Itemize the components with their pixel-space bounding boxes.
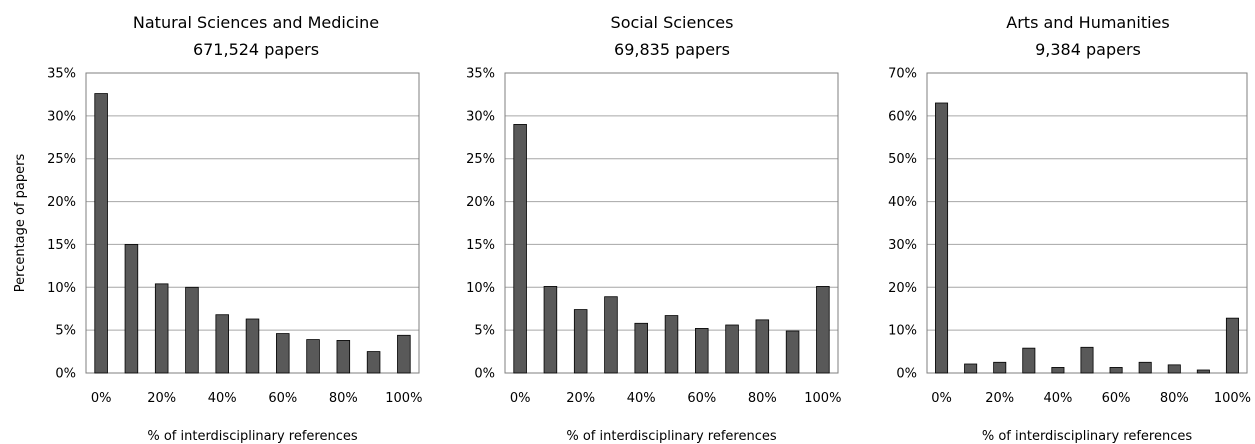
chart-title: Social Sciences [611, 13, 734, 32]
x-tick-label: 100% [804, 391, 841, 406]
chart-subtitle: 671,524 papers [193, 40, 319, 59]
bar-40pct [634, 322, 648, 374]
y-tick-label: 50% [888, 152, 917, 167]
y-tick-label: 40% [888, 195, 917, 210]
y-tick-label: 20% [47, 195, 76, 210]
x-tick-label: 20% [566, 391, 595, 406]
x-tick-label: 0% [510, 391, 531, 406]
bar-30pct [604, 296, 618, 374]
x-tick-label: 80% [748, 391, 777, 406]
bar-20pct [573, 309, 588, 374]
bar-100pct [397, 334, 411, 374]
y-tick-label: 25% [47, 152, 76, 167]
x-tick-label: 60% [687, 391, 716, 406]
bar-80pct [755, 319, 770, 374]
y-tick-label: 30% [47, 109, 76, 124]
y-tick-label: 25% [466, 152, 495, 167]
x-axis-label: % of interdisciplinary references [147, 429, 358, 444]
bar-90pct [785, 330, 800, 374]
bar-70pct [725, 324, 739, 374]
bar-0pct [935, 102, 949, 374]
bar-100pct [1225, 317, 1239, 374]
bar-30pct [185, 286, 199, 374]
bar-0pct [513, 124, 527, 374]
y-tick-label: 70% [888, 67, 917, 82]
y-tick-label: 10% [47, 281, 76, 296]
x-axis-label: % of interdisciplinary references [982, 429, 1193, 444]
bar-0pct [94, 93, 108, 374]
y-tick-label: 15% [47, 238, 76, 253]
y-tick-label: 30% [888, 238, 917, 253]
bar-60pct [276, 333, 290, 374]
charts-container: 0% 5% 10% 15% 20% 25% 30% 35% 0% 20% 40% 60% 80% 100%… [13, 13, 1251, 444]
x-tick-label: 0% [91, 391, 112, 406]
x-tick-label: 40% [627, 391, 656, 406]
bar-90pct [1196, 369, 1210, 374]
y-tick-label: 35% [466, 67, 495, 82]
chart-panel-2: 0% 5% 10% 15% 20% 25% 30% 35% 0% 20% 40% 60% 80% 100%… [466, 13, 841, 444]
bar-10pct [124, 244, 139, 374]
x-axis-label: % of interdisciplinary references [566, 429, 777, 444]
x-tick-label: 100% [1214, 391, 1251, 406]
bar-50pct [664, 315, 679, 374]
bar-40pct [1051, 367, 1065, 374]
bar-50pct [1080, 346, 1094, 374]
bar-60pct [695, 328, 709, 374]
x-tick-label: 20% [147, 391, 176, 406]
x-tick-label: 80% [1160, 391, 1189, 406]
bar-80pct [336, 340, 351, 374]
bar-30pct [1022, 347, 1036, 374]
x-tick-label: 20% [985, 391, 1014, 406]
x-tick-label: 0% [931, 391, 952, 406]
x-tick-label: 60% [268, 391, 297, 406]
y-tick-label: 10% [466, 281, 495, 296]
bar-90pct [366, 351, 381, 374]
x-tick-label: 80% [329, 391, 358, 406]
bar-70pct [306, 339, 320, 374]
x-tick-label: 40% [1043, 391, 1072, 406]
x-tick-label: 100% [385, 391, 422, 406]
bar-40pct [215, 314, 229, 374]
bar-10pct [964, 363, 978, 374]
chart-subtitle: 9,384 papers [1035, 40, 1141, 59]
y-tick-label: 10% [888, 324, 917, 339]
chart-panel-3: 0% 10% 20% 30% 40% 50% 60% 70% 0% 20% 40% 60% 80% 100… [888, 13, 1251, 444]
bar-70pct [1138, 361, 1152, 374]
y-tick-label: 60% [888, 109, 917, 124]
y-tick-label: 35% [47, 67, 76, 82]
y-tick-label: 0% [55, 367, 76, 382]
y-tick-label: 5% [474, 324, 495, 339]
chart-title: Natural Sciences and Medicine [133, 13, 379, 32]
bar-20pct [154, 283, 169, 374]
plot-frame [926, 72, 1248, 374]
y-tick-label: 5% [55, 324, 76, 339]
x-tick-label: 40% [208, 391, 237, 406]
y-tick-label: 20% [466, 195, 495, 210]
x-tick-label: 60% [1102, 391, 1131, 406]
y-tick-label: 0% [896, 367, 917, 382]
y-tick-label: 15% [466, 238, 495, 253]
y-tick-label: 30% [466, 109, 495, 124]
y-tick-label: 20% [888, 281, 917, 296]
bar-80pct [1167, 364, 1181, 374]
bar-50pct [245, 318, 260, 374]
chart-title: Arts and Humanities [1006, 13, 1169, 32]
chart-panel-1: 0% 5% 10% 15% 20% 25% 30% 35% 0% 20% 40% 60% 80% 100%… [13, 13, 422, 444]
y-tick-label: 0% [474, 367, 495, 382]
bar-10pct [543, 286, 558, 374]
bar-100pct [816, 286, 830, 374]
y-axis-label: Percentage of papers [13, 154, 28, 293]
chart-subtitle: 69,835 papers [614, 40, 730, 59]
bar-60pct [1109, 367, 1123, 374]
bar-20pct [993, 361, 1007, 374]
